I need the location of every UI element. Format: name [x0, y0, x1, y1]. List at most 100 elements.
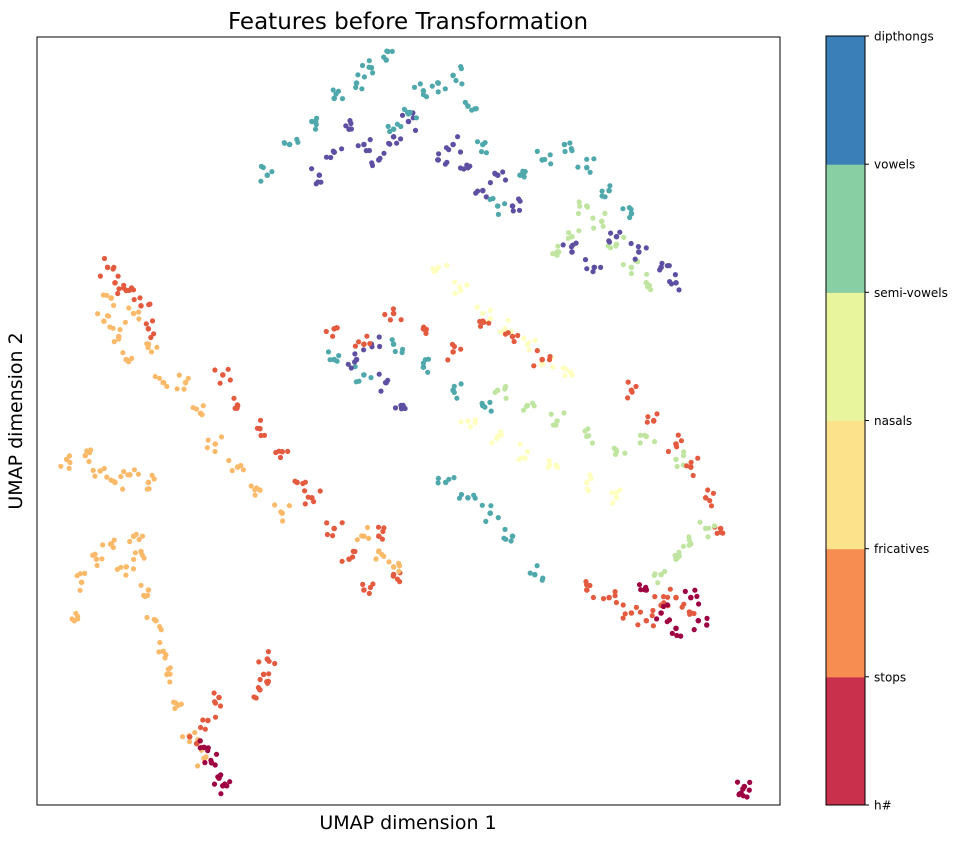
scatter-point-stops [285, 448, 291, 454]
scatter-point-nasals [498, 429, 504, 435]
scatter-point-nasals [540, 361, 546, 367]
scatter-point-h# [747, 779, 753, 786]
scatter-point-h# [211, 781, 218, 787]
scatter-point-stops [531, 363, 537, 369]
scatter-point-fricatives [156, 649, 162, 655]
scatter-point-dipthongs [569, 249, 575, 255]
scatter-point-stops [481, 319, 487, 325]
scatter-point-fricatives [212, 448, 218, 455]
scatter-point-stops [705, 487, 711, 493]
scatter-point-fricatives [390, 564, 397, 570]
scatter-point-stops [679, 604, 685, 610]
scatter-point-fricatives [132, 550, 138, 556]
scatter-point-vowels [627, 214, 633, 221]
scatter-point-vowels [295, 139, 301, 145]
scatter-point-stops [146, 302, 152, 308]
scatter-point-fricatives [149, 472, 155, 478]
scatter-point-semi-vowels [584, 204, 591, 210]
scatter-point-stops [257, 417, 264, 423]
scatter-point-stops [227, 377, 233, 383]
scatter-point-stops [104, 264, 111, 271]
scatter-point-nasals [489, 440, 495, 446]
scatter-point-fricatives [101, 318, 107, 325]
scatter-point-vowels [591, 156, 597, 162]
scatter-point-dipthongs [405, 118, 412, 125]
scatter-point-semi-vowels [502, 386, 508, 392]
scatter-point-vowels [385, 123, 391, 129]
scatter-point-vowels [599, 188, 605, 194]
colorbar-tick-label: vowels [874, 158, 915, 172]
scatter-point-stops [143, 321, 149, 327]
scatter-point-semi-vowels [521, 407, 527, 413]
scatter-point-semi-vowels [681, 449, 687, 455]
scatter-point-stops [539, 356, 545, 363]
scatter-point-vowels [392, 348, 398, 355]
scatter-point-vowels [561, 141, 568, 148]
scatter-point-dipthongs [666, 263, 672, 269]
scatter-point-dipthongs [457, 149, 464, 155]
scatter-point-vowels [327, 357, 333, 363]
scatter-point-fricatives [117, 327, 123, 333]
scatter-point-stops [265, 649, 271, 655]
scatter-point-h# [202, 760, 208, 766]
scatter-point-fricatives [204, 445, 210, 451]
scatter-point-semi-vowels [697, 519, 703, 525]
scatter-point-stops [688, 464, 694, 470]
scatter-point-vowels [417, 81, 423, 87]
scatter-point-fricatives [272, 502, 278, 508]
scatter-point-fricatives [138, 582, 144, 588]
scatter-point-semi-vowels [662, 568, 668, 575]
scatter-point-h# [704, 622, 710, 628]
scatter-point-stops [458, 346, 464, 352]
scatter-point-vowels [520, 168, 526, 174]
scatter-point-h# [664, 602, 671, 608]
scatter-point-fricatives [120, 486, 126, 492]
scatter-point-fricatives [373, 556, 379, 562]
scatter-point-semi-vowels [637, 440, 643, 446]
scatter-point-semi-vowels [628, 270, 635, 277]
scatter-point-fricatives [100, 292, 106, 298]
scatter-point-dipthongs [339, 146, 345, 152]
scatter-point-vowels [462, 99, 468, 105]
scatter-point-fricatives [396, 568, 402, 574]
scatter-point-stops [356, 339, 362, 345]
colorbar-segment [826, 164, 865, 293]
scatter-point-stops [187, 734, 193, 740]
scatter-point-stops [375, 524, 382, 530]
scatter-point-fricatives [381, 553, 387, 560]
scatter-point-vowels [542, 156, 548, 163]
scatter-point-nasals [609, 490, 615, 496]
scatter-point-fricatives [95, 311, 101, 317]
scatter-point-vowels [422, 357, 428, 363]
scatter-point-stops [334, 325, 340, 331]
scatter-point-fricatives [110, 325, 116, 331]
scatter-point-vowels [495, 211, 501, 217]
scatter-point-fricatives [359, 533, 365, 539]
scatter-point-stops [622, 611, 628, 617]
scatter-point-nasals [502, 326, 508, 332]
scatter-point-stops [126, 287, 132, 293]
scatter-point-semi-vowels [705, 534, 711, 540]
scatter-point-stops [217, 703, 224, 709]
scatter-point-vowels [281, 140, 287, 146]
scatter-point-stops [649, 613, 655, 619]
scatter-point-stops [708, 503, 715, 509]
scatter-point-vowels [478, 149, 485, 155]
scatter-point-vowels [399, 349, 405, 356]
scatter-point-h# [218, 791, 224, 797]
scatter-point-nasals [550, 364, 556, 370]
scatter-point-dipthongs [598, 264, 604, 270]
scatter-point-semi-vowels [602, 210, 608, 216]
scatter-point-nasals [516, 456, 522, 462]
scatter-point-fricatives [238, 462, 244, 469]
scatter-point-stops [300, 480, 306, 487]
scatter-point-stops [665, 594, 671, 600]
scatter-point-stops [212, 700, 219, 706]
scatter-point-semi-vowels [589, 440, 596, 446]
scatter-point-stops [394, 576, 400, 582]
colorbar-segment [826, 36, 865, 165]
scatter-point-nasals [465, 418, 471, 424]
scatter-point-stops [324, 520, 330, 526]
scatter-point-dipthongs [582, 257, 589, 263]
